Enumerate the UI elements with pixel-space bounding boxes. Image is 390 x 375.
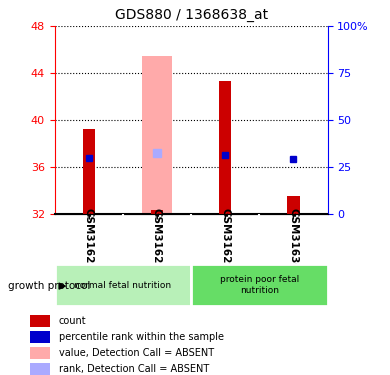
Text: GSM31630: GSM31630 bbox=[289, 208, 298, 270]
Bar bbox=[55, 264, 191, 306]
Text: GSM31629: GSM31629 bbox=[220, 208, 230, 270]
Text: value, Detection Call = ABSENT: value, Detection Call = ABSENT bbox=[59, 348, 214, 358]
Bar bbox=[191, 264, 328, 306]
Text: rank, Detection Call = ABSENT: rank, Detection Call = ABSENT bbox=[59, 364, 209, 374]
Text: protein poor fetal
nutrition: protein poor fetal nutrition bbox=[220, 275, 299, 295]
Bar bbox=[219, 81, 231, 214]
Bar bbox=[287, 196, 300, 214]
Title: GDS880 / 1368638_at: GDS880 / 1368638_at bbox=[115, 9, 268, 22]
Text: GSM31627: GSM31627 bbox=[84, 208, 94, 270]
Bar bbox=[30, 331, 50, 343]
Text: count: count bbox=[59, 316, 87, 326]
Text: percentile rank within the sample: percentile rank within the sample bbox=[59, 332, 224, 342]
Bar bbox=[30, 363, 50, 375]
Text: normal fetal nutrition: normal fetal nutrition bbox=[74, 280, 172, 290]
Bar bbox=[142, 56, 172, 214]
Text: growth protocol: growth protocol bbox=[8, 281, 90, 291]
Text: GSM31628: GSM31628 bbox=[152, 208, 162, 270]
Bar bbox=[83, 129, 95, 214]
Bar bbox=[30, 346, 50, 359]
Bar bbox=[151, 210, 163, 214]
Bar bbox=[30, 315, 50, 327]
